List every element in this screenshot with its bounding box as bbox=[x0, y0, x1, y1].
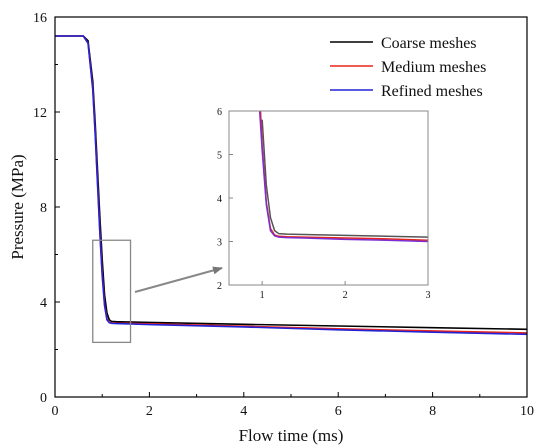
series-line-3 bbox=[55, 35, 527, 336]
inset-axis-ticks: 1 2 3 2 3 4 5 6 bbox=[217, 107, 431, 301]
y-tick-label: 8 bbox=[40, 201, 47, 216]
x-tick-label: 8 bbox=[429, 404, 436, 419]
x-tick-label: 0 bbox=[52, 404, 59, 419]
legend-label-2: Medium meshes bbox=[381, 59, 486, 76]
legend-label-1: Coarse meshes bbox=[381, 35, 477, 52]
legend-label-3: Refined meshes bbox=[381, 83, 483, 100]
inset-plot-lines bbox=[258, 111, 428, 243]
x-tick-label: 6 bbox=[335, 404, 342, 419]
inset-y-tick-label: 5 bbox=[217, 151, 222, 162]
x-axis-title: Flow time (ms) bbox=[239, 426, 344, 445]
inset-series-line-3 bbox=[258, 111, 428, 243]
inset-y-tick-label: 4 bbox=[217, 194, 222, 205]
main-plot-lines bbox=[55, 35, 527, 336]
inset-y-tick-label: 3 bbox=[217, 238, 222, 249]
inset-y-tick-label: 6 bbox=[217, 107, 222, 118]
legend: Coarse meshes Medium meshes Refined meshes bbox=[330, 35, 486, 100]
inset-background bbox=[229, 111, 428, 285]
x-tick-label: 2 bbox=[146, 404, 153, 419]
y-tick-label: 12 bbox=[33, 106, 47, 121]
zoom-arrow bbox=[134, 266, 223, 293]
inset-x-tick-label: 1 bbox=[260, 290, 265, 301]
y-tick-label: 0 bbox=[40, 391, 47, 406]
inset-series-line-1 bbox=[261, 119, 428, 238]
y-tick-label: 16 bbox=[33, 11, 47, 26]
zoom-region-box bbox=[92, 239, 132, 344]
inset-y-tick-label: 2 bbox=[217, 281, 222, 292]
inset-x-tick-label: 3 bbox=[426, 290, 431, 301]
y-tick-label: 4 bbox=[40, 296, 47, 311]
x-tick-label: 10 bbox=[520, 404, 534, 419]
x-tick-label: 4 bbox=[240, 404, 247, 419]
y-axis-title: Pressure (MPa) bbox=[8, 154, 27, 259]
inset-x-tick-label: 2 bbox=[343, 290, 348, 301]
